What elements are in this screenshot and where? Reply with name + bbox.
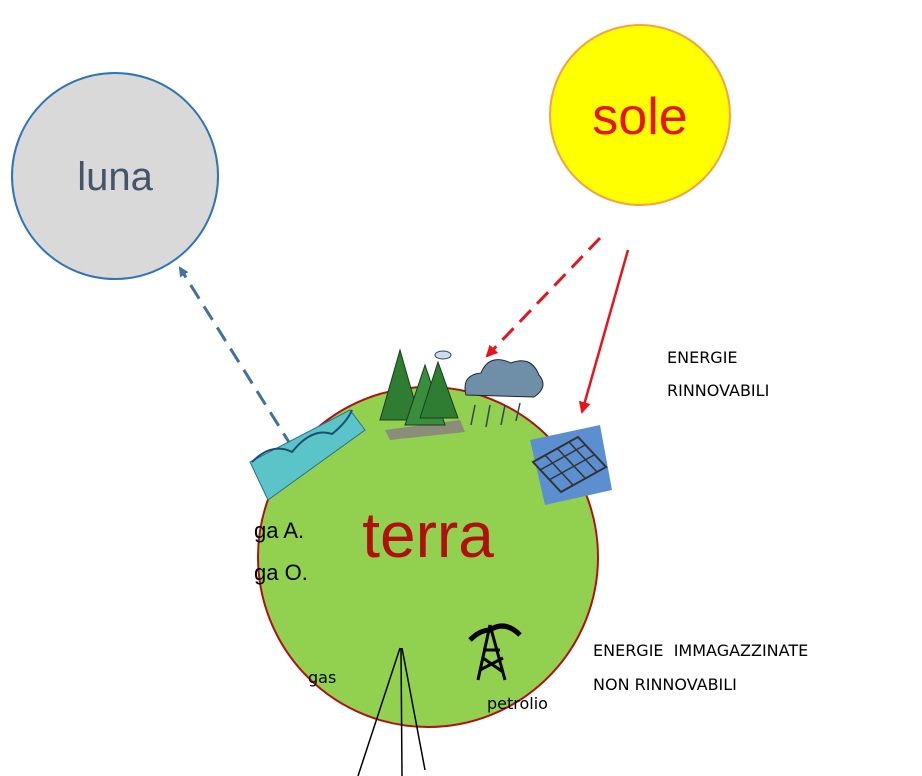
- arrow-sun-panel: [582, 250, 628, 412]
- diagram: luna sole terra ENERGIE RINNOVABILI ENER…: [0, 0, 922, 776]
- earth-label: terra: [362, 499, 494, 571]
- renewable-label: RINNOVABILI: [667, 381, 769, 400]
- side-text: ga O.: [254, 560, 308, 585]
- stored-label: ENERGIE IMMAGAZZINATE: [593, 641, 808, 660]
- arrow-sun-weather: [487, 238, 600, 356]
- oil-label: petrolio: [487, 694, 548, 713]
- side-text: ga A.: [254, 518, 304, 543]
- renewable-label: ENERGIE: [667, 348, 738, 367]
- page: luna sole terra ENERGIE RINNOVABILI ENER…: [0, 0, 922, 776]
- sun-label: sole: [592, 88, 687, 146]
- stored-label: NON RINNOVABILI: [593, 675, 737, 694]
- gas-label: gas: [308, 668, 336, 687]
- moon-label: luna: [77, 155, 153, 199]
- arrow-tide: [180, 268, 292, 447]
